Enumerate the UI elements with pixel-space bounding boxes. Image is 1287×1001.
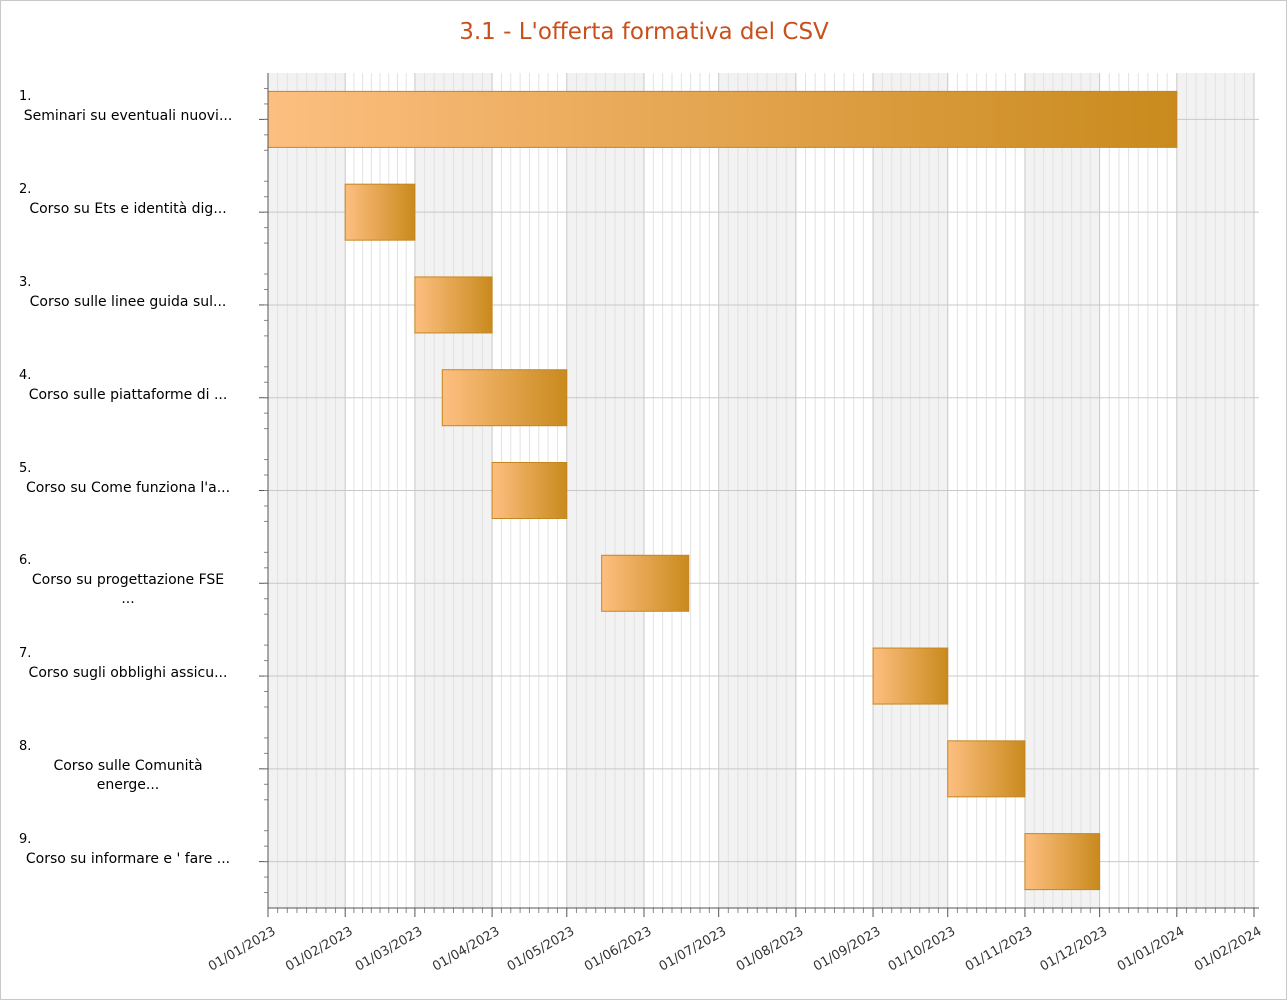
task-number: 4.: [19, 367, 32, 383]
x-tick-label: 01/04/2023: [430, 924, 502, 974]
x-tick-label: 01/01/2024: [1115, 924, 1187, 974]
task-number: 8.: [19, 738, 32, 754]
task-number: 1.: [19, 89, 32, 105]
task-name: Corso sulle linee guida sul...: [29, 293, 227, 310]
x-tick-label: 01/03/2023: [353, 924, 425, 974]
x-tick-label: 01/06/2023: [582, 924, 654, 974]
x-tick-label: 01/07/2023: [657, 924, 729, 974]
x-tick-label: 01/02/2023: [283, 924, 355, 974]
gantt-bar: [344, 183, 416, 241]
gantt-bar: [947, 740, 1026, 798]
task-name: Corso su informare e ' fare ...: [25, 850, 231, 867]
task-name: Corso sulle Comunità energe...: [53, 757, 203, 793]
task-number: 7.: [19, 646, 32, 662]
x-tick-label: 01/02/2024: [1192, 924, 1264, 974]
gantt-bar: [1024, 833, 1101, 891]
gantt-bar: [491, 462, 568, 519]
x-tick-label: 01/05/2023: [505, 924, 577, 974]
gantt-bar: [267, 90, 1178, 148]
task-name: Corso sulle piattaforme di ...: [28, 386, 228, 403]
task-name: Corso sugli obblighi assicu...: [28, 665, 228, 682]
x-tick-label: 01/08/2023: [734, 924, 806, 974]
x-tick-label: 01/10/2023: [886, 924, 958, 974]
task-number: 5.: [19, 460, 32, 476]
task-number: 6.: [19, 553, 32, 569]
task-name: Corso su Ets e identità dig...: [29, 201, 227, 218]
x-tick-label: 01/11/2023: [963, 924, 1035, 974]
x-tick-label: 01/09/2023: [811, 924, 883, 974]
gantt-bar: [872, 647, 949, 705]
gantt-bar: [601, 554, 690, 612]
gantt-bar: [441, 369, 568, 427]
x-tick-label: 01/01/2023: [206, 924, 278, 974]
chart-title: 3.1 - L'offerta formativa del CSV: [459, 19, 829, 45]
gantt-bar: [414, 276, 493, 334]
task-number: 2.: [19, 182, 32, 198]
task-name: Corso su progettazione FSE ...: [31, 572, 225, 608]
task-name: Corso su Come funziona l'a...: [25, 479, 231, 496]
task-number: 9.: [19, 831, 32, 847]
task-name: Seminari su eventuali nuovi...: [23, 108, 233, 125]
task-number: 3.: [19, 274, 32, 290]
x-tick-label: 01/12/2023: [1038, 924, 1110, 974]
